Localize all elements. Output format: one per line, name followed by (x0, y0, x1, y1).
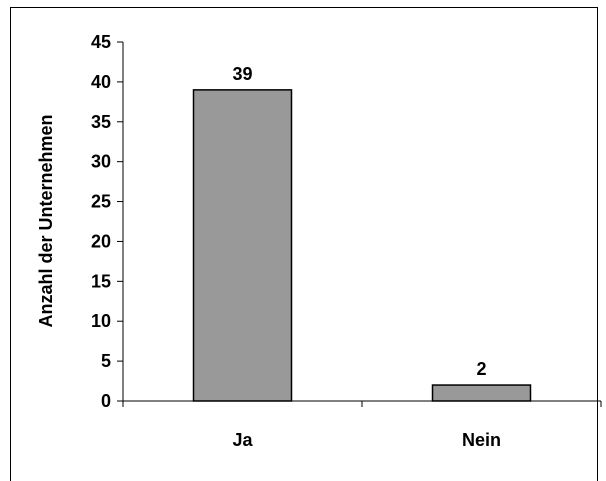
bar-ja (192, 89, 293, 402)
y-tick-label: 0 (101, 391, 111, 411)
y-tick-label: 30 (91, 152, 111, 172)
data-label: 2 (476, 359, 486, 379)
y-tick-label: 45 (91, 32, 111, 52)
y-tick-label: 5 (101, 351, 111, 371)
y-tick-label: 35 (91, 112, 111, 132)
labels: 39 Ja 2 Nein (232, 64, 501, 450)
y-tick-label: 15 (91, 271, 111, 291)
bar-nein (431, 384, 532, 402)
y-tick-label: 20 (91, 231, 111, 251)
axes: 0 5 10 15 20 25 30 35 40 45 (91, 32, 602, 411)
y-tick-label: 40 (91, 72, 111, 92)
x-tick-label: Ja (232, 430, 253, 450)
chart-frame (10, 7, 598, 481)
y-tick-label: 25 (91, 192, 111, 212)
y-axis-label: Anzahl der Unternehmen (36, 114, 56, 327)
bars (192, 89, 532, 402)
x-tick-label: Nein (462, 430, 501, 450)
data-label: 39 (232, 64, 252, 84)
y-tick-label: 10 (91, 311, 111, 331)
